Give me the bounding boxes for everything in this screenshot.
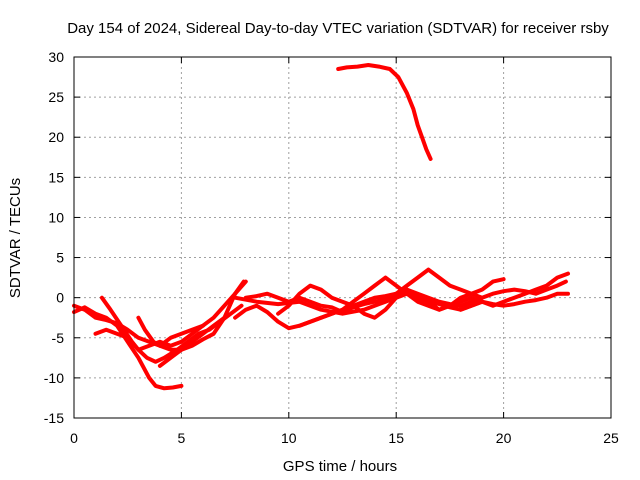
series-sat-j [276,277,506,320]
y-tick-label: 25 [48,89,64,105]
grid [74,57,611,418]
x-tick-labels: 0 5 10 15 20 25 [70,430,619,446]
y-tick-label: -10 [44,370,64,386]
y-tick-label: -15 [44,410,64,426]
series-sat-d [93,279,248,352]
chart-title: Day 154 of 2024, Sidereal Day-to-day VTE… [67,20,609,37]
series-sat-e [136,315,205,348]
series-sat-a [72,305,184,391]
axis-ticks [73,56,612,419]
series-sat-k [297,271,570,328]
x-tick-label: 20 [496,430,512,446]
x-tick-label: 10 [281,430,297,446]
series-layer [72,63,570,391]
x-tick-label: 25 [603,430,619,446]
x-tick-label: 0 [70,430,78,446]
x-tick-label: 5 [178,430,186,446]
y-tick-label: 30 [48,49,64,65]
y-tick-label: -5 [52,330,65,346]
y-tick-label: 10 [48,209,64,225]
series-sat-l [458,291,570,312]
y-tick-label: 0 [56,290,64,306]
x-tick-label: 15 [388,430,404,446]
y-tick-label: 15 [48,169,64,185]
plot-frame [73,56,612,419]
series-sat-i [243,267,485,315]
x-axis-label: GPS time / hours [283,458,397,475]
y-tick-labels: 30 25 20 15 10 5 0 -5 -10 -15 [44,49,64,426]
y-axis-label: SDTVAR / TECUs [7,178,24,298]
y-tick-label: 5 [56,250,64,266]
y-tick-label: 20 [48,129,64,145]
series-sat-m [336,63,433,161]
series-sat-f [157,315,227,368]
